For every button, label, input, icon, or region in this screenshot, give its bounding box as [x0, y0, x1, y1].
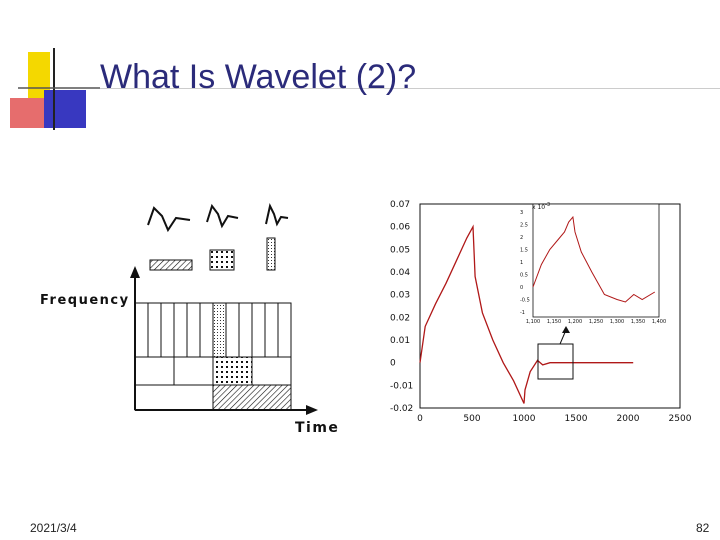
inset-y-tick-label: -0.5 [520, 298, 530, 304]
x-tick-label: 500 [463, 414, 480, 424]
frequency-label: Frequency [40, 293, 130, 308]
inset-x-tick-label: 1,250 [589, 319, 603, 325]
inset-y-tick-label: 1.5 [520, 248, 528, 254]
inset-x-tick-label: 1,200 [568, 319, 582, 325]
wavelet-wide-icon [147, 206, 191, 233]
zoom-box [537, 343, 574, 380]
inset-y-tick-label: -1 [520, 310, 525, 316]
narrow-window-box [266, 237, 276, 271]
x-tick-label: 2000 [617, 414, 640, 424]
inset-series-line [532, 215, 656, 303]
time-label: Time [295, 420, 339, 436]
wavelet-narrow-icon [265, 203, 289, 227]
x-tick-label: 0 [417, 414, 423, 424]
y-tick-label: 0.07 [390, 200, 410, 210]
inset-y-tick-label: 2 [520, 235, 523, 241]
inset-y-tick-label: 2.5 [520, 223, 528, 229]
decorative-squares-icon [10, 48, 720, 130]
y-tick-label: 0.01 [390, 336, 410, 346]
x-tick-label: 1500 [565, 414, 588, 424]
inset-x-tick-label: 1,350 [631, 319, 645, 325]
inset-frame [532, 203, 660, 318]
wavelet-mid-icon [206, 203, 239, 229]
tiling-diagram: Frequency Time [40, 203, 339, 436]
y-tick-label: -0.02 [390, 404, 413, 414]
y-tick-label: 0 [390, 359, 396, 369]
page-number: 82 [696, 521, 710, 535]
title-rule [100, 88, 720, 89]
time-axis-arrow-icon [306, 405, 318, 415]
frequency-axis-arrow-icon [130, 266, 140, 278]
y-tick-label: -0.01 [390, 381, 413, 391]
slide-decoration [0, 0, 720, 140]
inset-x-tick-label: 1,400 [652, 319, 666, 325]
x-tick-label: 2500 [669, 414, 692, 424]
y-tick-label: 0.04 [390, 268, 410, 278]
inset-x-tick-label: 1,300 [610, 319, 624, 325]
inset-y-tick-label: 0.5 [520, 273, 528, 279]
y-tick-label: 0.03 [390, 291, 410, 301]
inset-x-tick-label: 1,150 [547, 319, 561, 325]
footer-date: 2021/3/4 [30, 521, 77, 535]
signal-chart: 0.070.060.050.040.030.020.010-0.01-0.02 … [390, 200, 692, 424]
x-tick-label: 1000 [513, 414, 536, 424]
y-tick-label: 0.06 [390, 223, 410, 233]
zoom-pointer-icon [562, 326, 570, 333]
inset-y-tick-label: 0 [520, 285, 523, 291]
inset-y-tick-label: 3 [520, 210, 523, 216]
inset-exponent-label: x 10-3 [532, 202, 550, 211]
y-tick-label: 0.02 [390, 313, 410, 323]
slide-title: What Is Wavelet (2)? [100, 58, 417, 96]
inset-y-tick-label: 1 [520, 260, 523, 266]
mid-window-box [209, 249, 235, 271]
y-tick-label: 0.05 [390, 245, 410, 255]
wide-window-box [149, 259, 193, 271]
inset-x-tick-label: 1,100 [526, 319, 540, 325]
